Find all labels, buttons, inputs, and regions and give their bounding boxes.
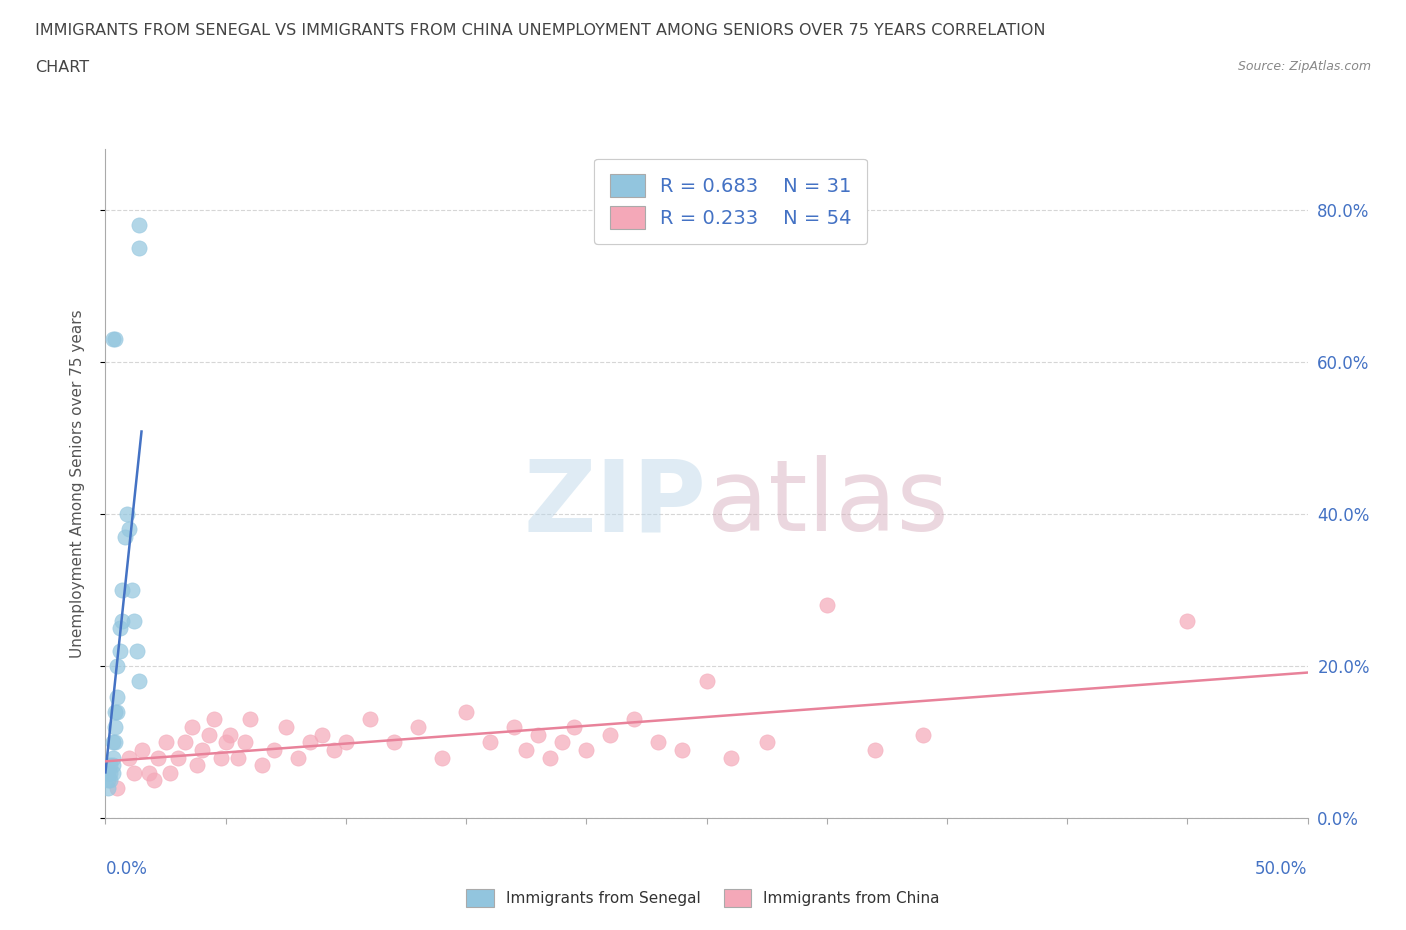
Point <box>219 727 242 742</box>
Point <box>128 674 150 689</box>
Point <box>107 780 129 795</box>
Point <box>538 751 561 765</box>
Point <box>166 751 188 765</box>
Point <box>239 712 262 727</box>
Point <box>190 742 212 757</box>
Point <box>562 720 585 735</box>
Point <box>527 727 550 742</box>
Point <box>599 727 621 742</box>
Point <box>863 742 886 757</box>
Point <box>104 704 127 719</box>
Point <box>198 727 221 742</box>
Point <box>104 735 127 750</box>
Point <box>118 751 141 765</box>
Point <box>209 751 232 765</box>
Point <box>503 720 526 735</box>
Point <box>233 735 256 750</box>
Point <box>159 765 181 780</box>
Point <box>311 727 333 742</box>
Point <box>671 742 693 757</box>
Text: 50.0%: 50.0% <box>1256 860 1308 878</box>
Point <box>118 522 141 537</box>
Point <box>1175 613 1198 628</box>
Point <box>97 780 120 795</box>
Point <box>575 742 598 757</box>
Point <box>124 765 146 780</box>
Point <box>108 644 131 658</box>
Legend: R = 0.683    N = 31, R = 0.233    N = 54: R = 0.683 N = 31, R = 0.233 N = 54 <box>593 158 868 245</box>
Point <box>97 765 120 780</box>
Point <box>382 735 405 750</box>
Point <box>551 735 574 750</box>
Point <box>101 332 124 347</box>
Point <box>406 720 429 735</box>
Point <box>124 613 146 628</box>
Text: IMMIGRANTS FROM SENEGAL VS IMMIGRANTS FROM CHINA UNEMPLOYMENT AMONG SENIORS OVER: IMMIGRANTS FROM SENEGAL VS IMMIGRANTS FR… <box>35 23 1046 38</box>
Point <box>131 742 153 757</box>
Point <box>755 735 778 750</box>
Point <box>115 507 138 522</box>
Text: 0.0%: 0.0% <box>105 860 148 878</box>
Point <box>98 758 121 773</box>
Point <box>101 751 124 765</box>
Point <box>101 758 124 773</box>
Y-axis label: Unemployment Among Seniors over 75 years: Unemployment Among Seniors over 75 years <box>70 310 84 658</box>
Point <box>720 751 742 765</box>
Text: ZIP: ZIP <box>523 455 707 552</box>
Point <box>173 735 195 750</box>
Point <box>111 613 134 628</box>
Point <box>250 758 273 773</box>
Point <box>97 773 120 788</box>
Point <box>98 773 121 788</box>
Legend: Immigrants from Senegal, Immigrants from China: Immigrants from Senegal, Immigrants from… <box>460 884 946 913</box>
Point <box>138 765 160 780</box>
Point <box>287 751 309 765</box>
Point <box>114 529 136 544</box>
Point <box>815 598 838 613</box>
Point <box>128 218 150 232</box>
Point <box>298 735 321 750</box>
Point <box>104 332 127 347</box>
Point <box>696 674 718 689</box>
Point <box>111 583 134 598</box>
Point <box>108 620 131 635</box>
Point <box>454 704 477 719</box>
Point <box>430 751 453 765</box>
Point <box>148 751 170 765</box>
Text: atlas: atlas <box>707 455 948 552</box>
Point <box>479 735 502 750</box>
Point <box>623 712 645 727</box>
Point <box>274 720 297 735</box>
Point <box>226 751 249 765</box>
Point <box>263 742 285 757</box>
Point <box>322 742 344 757</box>
Point <box>181 720 204 735</box>
Point <box>107 689 129 704</box>
Point <box>359 712 381 727</box>
Point <box>186 758 208 773</box>
Point <box>104 720 127 735</box>
Point <box>335 735 357 750</box>
Point <box>125 644 148 658</box>
Point <box>155 735 177 750</box>
Point <box>214 735 236 750</box>
Point <box>107 658 129 673</box>
Text: Source: ZipAtlas.com: Source: ZipAtlas.com <box>1237 60 1371 73</box>
Point <box>202 712 225 727</box>
Point <box>515 742 537 757</box>
Point <box>647 735 669 750</box>
Point <box>107 704 129 719</box>
Point <box>101 765 124 780</box>
Point <box>98 765 121 780</box>
Point <box>142 773 165 788</box>
Point <box>128 240 150 255</box>
Point <box>911 727 934 742</box>
Point <box>121 583 143 598</box>
Text: CHART: CHART <box>35 60 89 75</box>
Point <box>101 735 124 750</box>
